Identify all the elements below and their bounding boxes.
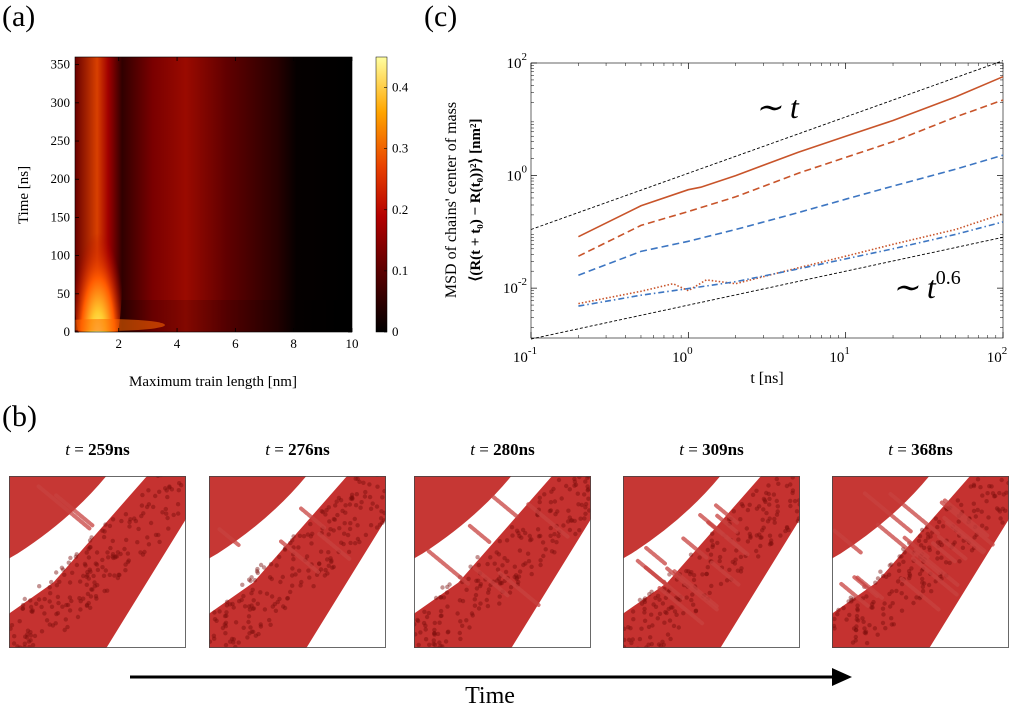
msd-ylabel-line2: ⟨(R(t + t₀) − R(t₀))²⟩ [nm²] <box>468 119 484 282</box>
snapshot-time-label-4: t = 368ns <box>888 440 953 459</box>
msd-y-tick-1: 100 <box>507 164 528 185</box>
heatmap-x-tick-1: 4 <box>174 336 181 351</box>
heatmap-y-tick-0: 0 <box>64 324 71 339</box>
colorbar-tick-4: 0.4 <box>392 80 409 95</box>
polymer-cluster <box>9 476 107 559</box>
time-arrow: Time <box>130 668 852 708</box>
msd-x-tick-3: 102 <box>987 345 1008 366</box>
msd-xlabel: t [ns] <box>750 370 783 387</box>
msd-y-tick-0: 10-2 <box>503 276 527 297</box>
simulation-snapshot-1 <box>209 476 386 648</box>
msd-x-tick-1: 100 <box>672 345 693 366</box>
heatmap-y-tick-5: 250 <box>51 133 71 148</box>
snapshot-row: t = 259ns t = 276ns t = 280ns t = 309ns t = … <box>0 440 1013 655</box>
snapshot-time-label-1: t = 276ns <box>265 440 330 459</box>
msd-y-tick-2: 102 <box>507 51 528 72</box>
colorbar-tick-0: 0 <box>392 324 399 339</box>
annotation-subdiffusive: ∼ t0.6 <box>892 267 961 305</box>
polymer-cluster <box>209 476 307 559</box>
polymer-band <box>9 476 186 648</box>
msd-chart: 10-1 100 101 102 10-2 100 102 ∼ t ∼ t0.6 t [ns… <box>443 51 1008 387</box>
simulation-snapshot-3 <box>623 476 800 648</box>
heatmap-ylabel: Time [ns] <box>16 166 32 224</box>
msd-series-6 <box>530 236 1004 340</box>
msd-series-3 <box>578 212 1004 305</box>
polymer-cluster <box>414 476 512 559</box>
snapshot-time-label-3: t = 309ns <box>679 440 744 459</box>
colorbar-tick-1: 0.1 <box>392 263 408 278</box>
colorbar-tick-3: 0.3 <box>392 141 408 156</box>
annotation-linear: ∼ t <box>755 89 800 125</box>
heatmap-y-tick-3: 150 <box>51 209 71 224</box>
heatmap-x-tick-0: 2 <box>115 336 122 351</box>
msd-series-0 <box>578 75 1004 238</box>
colorbar-tick-2: 0.2 <box>392 202 408 217</box>
heatmap-x-tick-3: 8 <box>290 336 297 351</box>
heatmap-xlabel: Maximum train length [nm] <box>129 374 297 390</box>
heatmap-y-tick-7: 350 <box>51 57 71 72</box>
msd-series-5 <box>530 60 1004 230</box>
polymer-cluster <box>623 476 721 559</box>
snapshot-time-label-2: t = 280ns <box>470 440 535 459</box>
panel-a-label: (a) <box>2 0 36 33</box>
heatmap-y-tick-1: 50 <box>57 286 70 301</box>
simulation-snapshot-2 <box>414 476 591 648</box>
heatmap-hotspot <box>75 185 122 332</box>
simulation-snapshot-0 <box>9 476 186 648</box>
simulation-snapshot-4 <box>832 476 1009 648</box>
heatmap-y-tick-2: 100 <box>51 248 71 263</box>
msd-ylabel-line1: MSD of chains' center of mass <box>443 102 460 298</box>
colorbar <box>375 56 388 333</box>
time-arrow-label: Time <box>465 683 515 708</box>
msd-x-tick-0: 10-1 <box>513 345 537 366</box>
snapshot-time-label-0: t = 259ns <box>65 440 130 459</box>
polymer-band <box>209 476 386 648</box>
msd-series-1 <box>578 99 1004 257</box>
heatmap-y-tick-4: 200 <box>51 171 71 186</box>
heatmap-x-tick-4: 10 <box>346 336 359 351</box>
panel-c-label: (c) <box>424 0 458 33</box>
panel-b-label: (b) <box>2 400 37 433</box>
polymer-cluster <box>832 476 930 559</box>
msd-series-2 <box>578 154 1004 276</box>
heatmap-y-tick-6: 300 <box>51 95 71 110</box>
heatmap-x-tick-2: 6 <box>232 336 239 351</box>
msd-x-tick-2: 101 <box>829 345 850 366</box>
